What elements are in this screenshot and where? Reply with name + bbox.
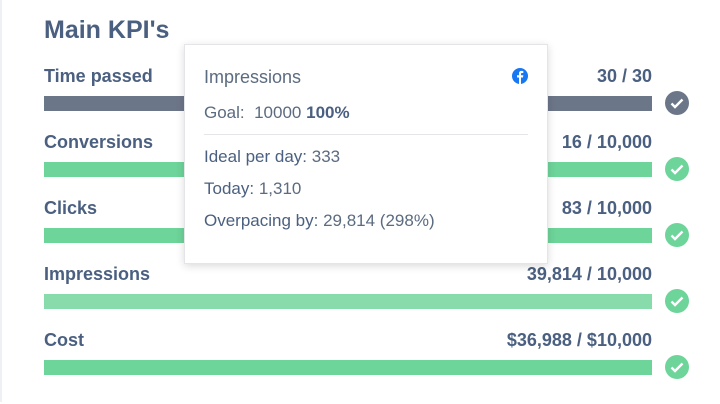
row-value: 1,310 xyxy=(258,179,302,198)
status-icon xyxy=(665,355,689,384)
row-label: Today: xyxy=(204,179,255,198)
row-value: 29,814 (298%) xyxy=(323,211,435,230)
kpi-value: 39,814 / 10,000 xyxy=(526,264,652,284)
kpi-label: Cost xyxy=(44,330,84,350)
kpi-value: 16 / 10,000 xyxy=(561,132,652,152)
facebook-icon xyxy=(512,68,528,84)
status-icon xyxy=(665,223,689,252)
goal-percent: 100% xyxy=(306,103,350,122)
tooltip-row: Ideal per day: 333 xyxy=(204,147,340,167)
tooltip: Impressions Goal: 10000 100% Ideal per d… xyxy=(184,44,548,264)
kpi-value: $36,988 / $10,000 xyxy=(506,330,652,350)
kpi-label: Clicks xyxy=(44,198,98,218)
kpi-value: 83 / 10,000 xyxy=(561,198,652,218)
kpi-label: Conversions xyxy=(44,132,154,152)
status-icon xyxy=(665,289,689,318)
goal-label: Goal: xyxy=(204,103,245,122)
progress-bar xyxy=(44,360,652,375)
row-label: Ideal per day: xyxy=(204,147,308,166)
row-value: 333 xyxy=(311,147,341,166)
tooltip-row: Today: 1,310 xyxy=(204,179,301,199)
kpi-label: Impressions xyxy=(44,264,151,284)
goal-line: Goal: 10000 100% xyxy=(204,103,350,123)
goal-value: 10000 xyxy=(254,103,302,122)
panel-title: Main KPI's xyxy=(44,16,170,44)
tooltip-row: Overpacing by: 29,814 (298%) xyxy=(204,211,435,231)
row-label: Overpacing by: xyxy=(204,211,319,230)
kpi-row: Cost $36,988 / $10,000 xyxy=(2,330,720,390)
kpi-value: 30 / 30 xyxy=(596,66,652,86)
status-icon xyxy=(665,91,689,120)
divider xyxy=(204,134,528,135)
kpi-row: Impressions 39,814 / 10,000 xyxy=(2,264,720,324)
tooltip-title: Impressions xyxy=(204,67,302,87)
status-icon xyxy=(665,157,689,186)
progress-bar xyxy=(44,294,652,309)
kpi-label: Time passed xyxy=(44,66,153,86)
